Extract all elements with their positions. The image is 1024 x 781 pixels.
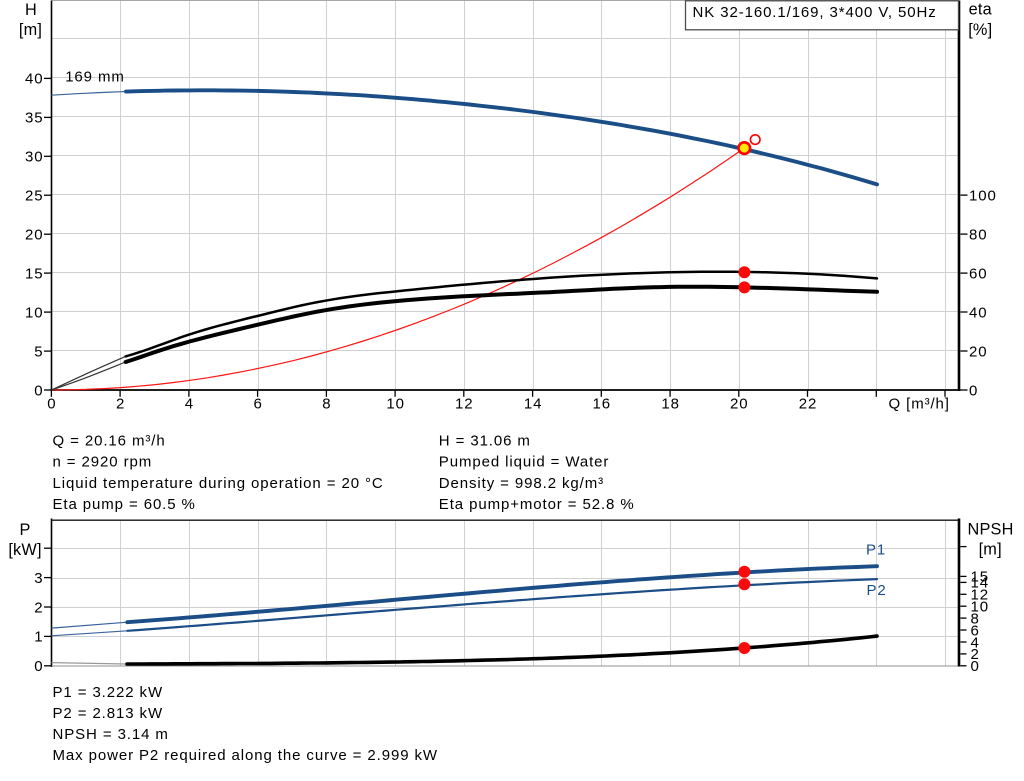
svg-text:1: 1 [34, 629, 43, 646]
svg-text:n = 2920 rpm: n = 2920 rpm [53, 454, 153, 471]
svg-text:Eta pump+motor = 52.8 %: Eta pump+motor = 52.8 % [439, 496, 635, 513]
svg-text:40: 40 [969, 304, 988, 321]
svg-text:40: 40 [25, 71, 44, 88]
svg-text:14: 14 [971, 575, 990, 592]
svg-text:12: 12 [971, 587, 990, 604]
svg-text:10: 10 [971, 599, 990, 616]
svg-text:Liquid temperature during oper: Liquid temperature during operation = 20… [53, 475, 384, 492]
svg-text:4: 4 [971, 634, 980, 651]
svg-text:P: P [19, 521, 30, 539]
svg-text:NK 32-160.1/169, 3*400 V, 50Hz: NK 32-160.1/169, 3*400 V, 50Hz [693, 4, 937, 21]
svg-text:0: 0 [34, 382, 43, 399]
svg-text:2: 2 [971, 646, 980, 663]
svg-text:Pumped liquid = Water: Pumped liquid = Water [439, 454, 610, 471]
svg-text:25: 25 [25, 188, 44, 205]
svg-text:[m]: [m] [979, 541, 1002, 559]
svg-text:Max power P2 required along th: Max power P2 required along the curve = … [53, 747, 438, 764]
svg-text:100: 100 [969, 187, 997, 204]
svg-text:6: 6 [971, 622, 980, 639]
svg-text:2: 2 [34, 599, 43, 616]
svg-text:H = 31.06 m: H = 31.06 m [439, 433, 531, 450]
svg-text:60: 60 [969, 265, 988, 282]
svg-text:0: 0 [34, 658, 43, 675]
svg-text:5: 5 [34, 343, 43, 360]
svg-text:eta: eta [969, 1, 993, 19]
svg-text:4: 4 [185, 396, 194, 413]
svg-text:10: 10 [25, 304, 44, 321]
svg-text:H: H [25, 1, 37, 19]
svg-text:P2: P2 [867, 582, 887, 599]
svg-text:NPSH: NPSH [968, 521, 1014, 539]
svg-text:10: 10 [386, 396, 405, 413]
svg-text:3: 3 [34, 570, 43, 587]
svg-text:20: 20 [969, 343, 988, 360]
svg-text:14: 14 [524, 396, 543, 413]
svg-text:Q = 20.16 m³/h: Q = 20.16 m³/h [53, 433, 166, 450]
svg-text:12: 12 [455, 396, 474, 413]
svg-text:20: 20 [25, 227, 44, 244]
svg-text:Density = 998.2 kg/m³: Density = 998.2 kg/m³ [439, 475, 604, 492]
svg-text:[m]: [m] [19, 21, 42, 39]
svg-text:[%]: [%] [968, 21, 992, 39]
svg-text:18: 18 [661, 396, 680, 413]
svg-text:8: 8 [971, 610, 980, 627]
svg-text:35: 35 [25, 110, 44, 127]
svg-text:80: 80 [969, 226, 988, 243]
svg-text:22: 22 [799, 396, 818, 413]
svg-text:8: 8 [322, 396, 331, 413]
svg-text:NPSH = 3.14 m: NPSH = 3.14 m [53, 726, 169, 743]
svg-text:30: 30 [25, 149, 44, 166]
svg-text:15: 15 [25, 265, 44, 282]
svg-text:[kW]: [kW] [8, 541, 41, 559]
svg-text:Q [m³/h]: Q [m³/h] [889, 396, 950, 413]
svg-text:P1: P1 [866, 542, 886, 559]
svg-text:16: 16 [593, 396, 612, 413]
svg-text:0: 0 [47, 396, 56, 413]
svg-text:Eta pump = 60.5 %: Eta pump = 60.5 % [53, 496, 196, 513]
svg-text:6: 6 [253, 396, 262, 413]
svg-text:P2 = 2.813 kW: P2 = 2.813 kW [53, 705, 164, 722]
svg-text:P1 = 3.222 kW: P1 = 3.222 kW [53, 684, 164, 701]
svg-text:169 mm: 169 mm [65, 68, 125, 85]
svg-text:20: 20 [730, 396, 749, 413]
svg-text:2: 2 [116, 396, 125, 413]
svg-text:15: 15 [971, 569, 990, 586]
svg-text:0: 0 [971, 658, 980, 675]
svg-text:0: 0 [969, 382, 978, 399]
